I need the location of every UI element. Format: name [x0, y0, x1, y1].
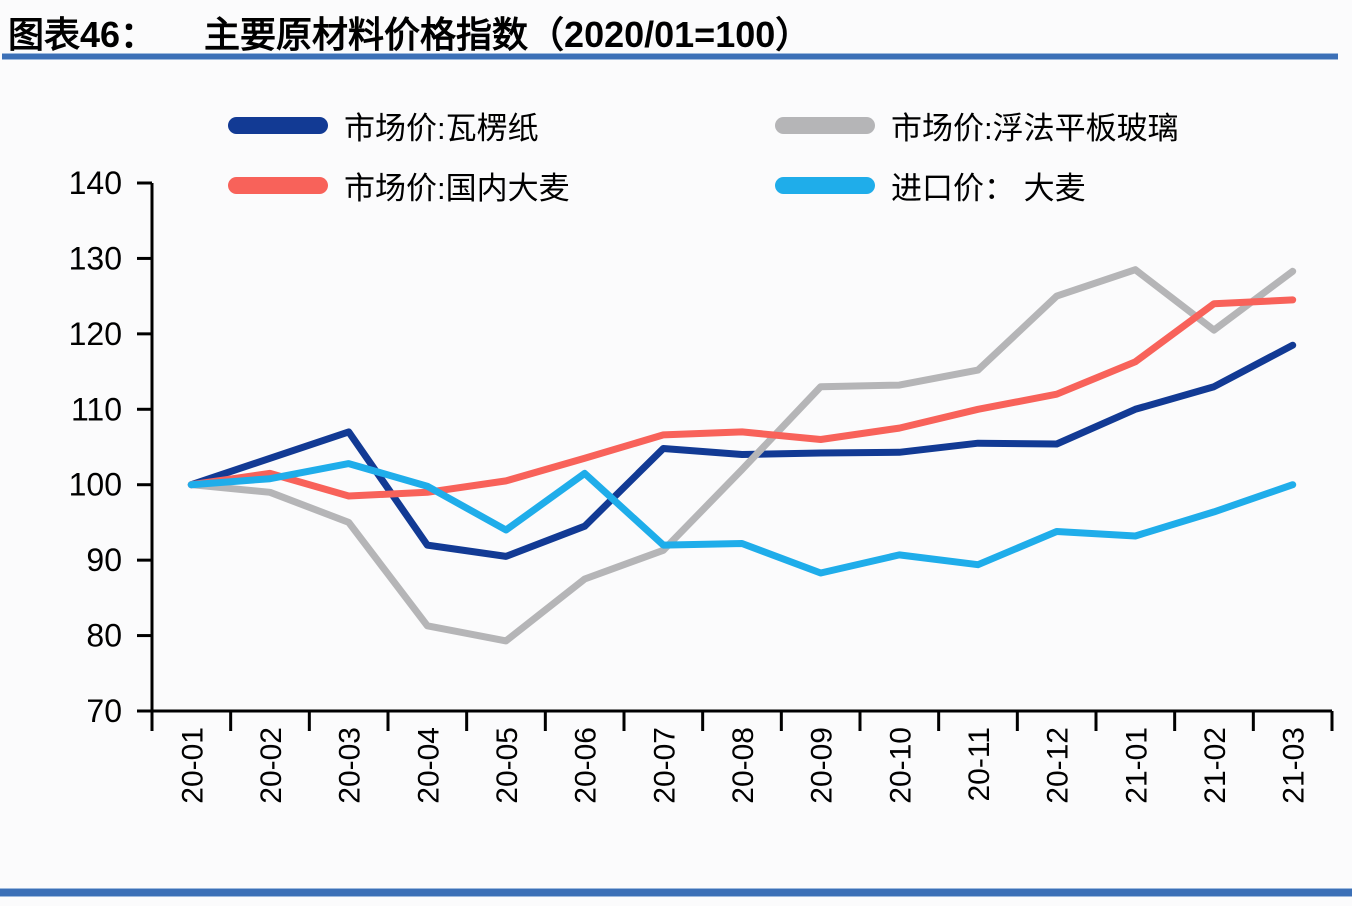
svg-text:20-11: 20-11	[963, 727, 996, 802]
figure-number-label: 图表46：	[8, 14, 157, 55]
svg-text:21-01: 21-01	[1120, 727, 1153, 804]
svg-text:20-02: 20-02	[255, 727, 288, 804]
svg-text:110: 110	[71, 391, 122, 427]
legend-swatch-float-glass	[775, 116, 875, 134]
legend-label: 市场价:瓦楞纸	[344, 110, 539, 146]
svg-text:80: 80	[86, 618, 122, 654]
svg-text:20-10: 20-10	[884, 727, 917, 804]
svg-text:20-12: 20-12	[1042, 727, 1075, 804]
svg-text:140: 140	[69, 165, 122, 201]
legend-label: 进口价： 大麦	[891, 170, 1086, 206]
legend-label: 市场价:浮法平板玻璃	[891, 110, 1179, 146]
legend-swatch-domestic-barley	[228, 176, 328, 194]
svg-text:20-07: 20-07	[648, 727, 681, 804]
figure-title-text: 主要原材料价格指数（2020/01=100）	[204, 14, 812, 55]
svg-text:20-08: 20-08	[727, 727, 760, 804]
svg-text:21-02: 21-02	[1199, 727, 1232, 804]
svg-text:20-01: 20-01	[176, 727, 209, 804]
legend-item-domestic-barley: 市场价:国内大麦	[228, 166, 570, 206]
legend-swatch-corrugated-paper	[228, 116, 328, 134]
legend-item-imported-barley: 进口价： 大麦	[775, 166, 1086, 206]
legend-swatch-imported-barley	[775, 176, 875, 194]
title-underline	[2, 54, 1338, 59]
legend-item-corrugated-paper: 市场价:瓦楞纸	[228, 106, 539, 146]
svg-text:120: 120	[69, 316, 122, 352]
svg-text:21-03: 21-03	[1278, 727, 1311, 804]
svg-text:20-09: 20-09	[806, 727, 839, 804]
legend-item-float-glass: 市场价:浮法平板玻璃	[775, 106, 1179, 146]
svg-text:100: 100	[69, 467, 122, 503]
svg-text:90: 90	[86, 542, 122, 578]
svg-text:20-04: 20-04	[412, 727, 445, 804]
svg-text:130: 130	[69, 240, 122, 276]
svg-text:70: 70	[86, 693, 122, 729]
page-title: 图表46： 主要原材料价格指数（2020/01=100）	[8, 6, 811, 58]
svg-text:20-06: 20-06	[570, 727, 603, 804]
svg-text:20-03: 20-03	[334, 727, 367, 804]
footer-rule	[0, 889, 1352, 896]
svg-text:20-05: 20-05	[491, 727, 524, 804]
legend-label: 市场价:国内大麦	[344, 170, 570, 206]
